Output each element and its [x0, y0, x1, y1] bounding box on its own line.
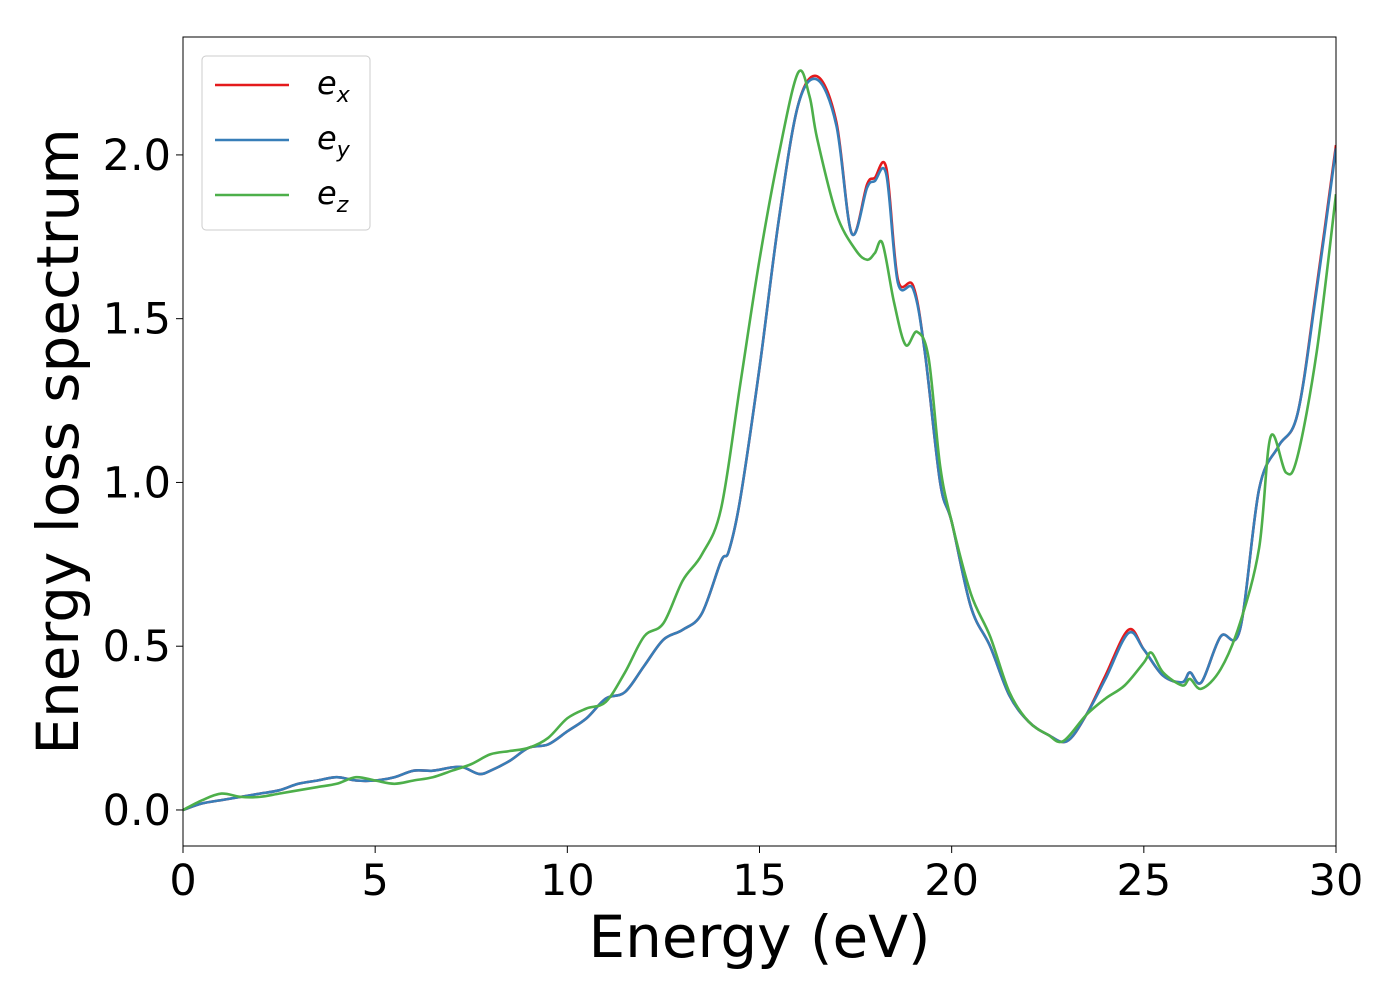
series-line-y: [183, 77, 1336, 812]
y-tick-label: 1.0: [103, 458, 171, 508]
x-axis-label: Energy (eV): [588, 903, 930, 971]
legend-label-z: ez: [317, 174, 349, 218]
legend: ex ey ez: [201, 55, 371, 231]
x-tick-label: 30: [1309, 856, 1364, 906]
y-tick-label: 1.5: [103, 295, 171, 345]
x-tick-label: 20: [924, 856, 979, 906]
x-tick-label: 0: [169, 856, 196, 906]
legend-label-y: ey: [317, 119, 351, 163]
axis-ticks: 0 5 10 15 20 25 30 0.0 0.5 1.0 1.5 2.0: [103, 131, 1364, 906]
y-axis-label: Energy loss spectrum: [24, 128, 92, 754]
series-line-z: [183, 69, 1336, 812]
legend-label-x: ex: [317, 64, 351, 108]
x-tick-label: 5: [361, 856, 388, 906]
x-tick-label: 15: [732, 856, 787, 906]
y-tick-label: 0.5: [103, 622, 171, 672]
x-tick-label: 10: [540, 856, 595, 906]
y-tick-label: 0.0: [103, 786, 171, 836]
legend-box: [201, 55, 371, 231]
plot-area: [183, 69, 1336, 812]
x-tick-label: 25: [1116, 856, 1171, 906]
y-tick-label: 2.0: [103, 131, 171, 181]
